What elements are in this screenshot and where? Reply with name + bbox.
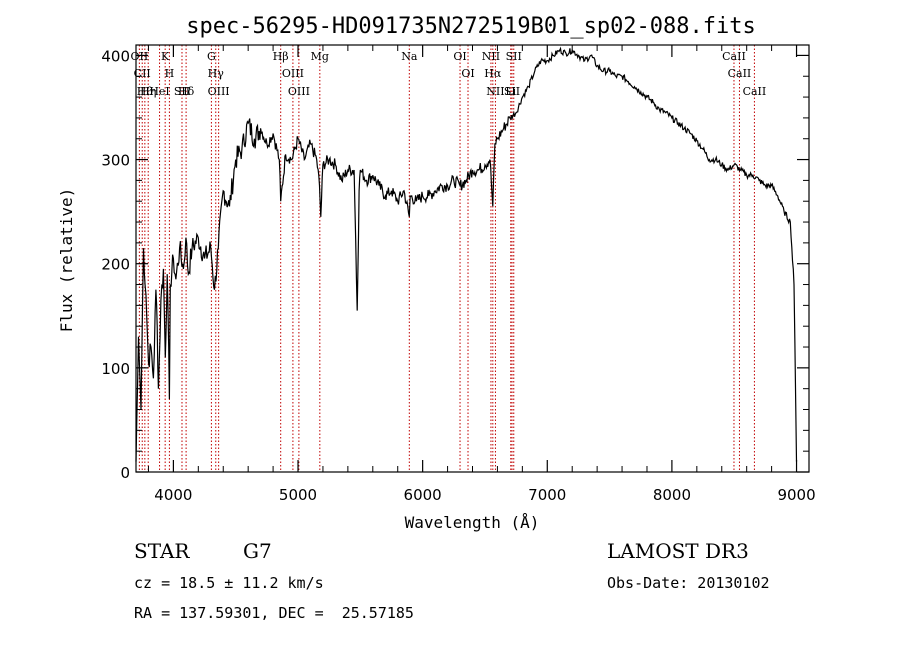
line-label: CaII (728, 67, 752, 80)
y-tick-label: 0 (120, 464, 130, 482)
object-type: STAR (134, 539, 190, 563)
spectrum-line (135, 46, 798, 462)
line-label: CII (134, 67, 151, 80)
line-label: SII (504, 85, 520, 98)
line-label: OI (453, 50, 466, 63)
x-tick-label: 4000 (154, 486, 192, 504)
line-label: Mg (311, 50, 329, 63)
line-label: Hθ (137, 85, 154, 98)
line-label: SII (506, 50, 522, 63)
redshift-value: cz = 18.5 ± 11.2 km/s (134, 574, 324, 592)
chart-title: spec-56295-HD091735N272519B01_sp02-088.f… (186, 14, 756, 39)
line-label: SII (174, 85, 190, 98)
line-label: Hα (484, 67, 502, 80)
line-label: Hβ (273, 50, 289, 63)
line-label: CaII (722, 50, 746, 63)
y-tick-label: 400 (101, 47, 130, 65)
line-label: OIII (288, 85, 310, 98)
coordinates: RA = 137.59301, DEC = 25.57185 (134, 604, 414, 622)
line-label: OIII (282, 67, 304, 80)
x-tick-label: 8000 (653, 486, 691, 504)
line-label: OII (131, 50, 149, 63)
x-tick-label: 6000 (404, 486, 442, 504)
y-tick-label: 100 (101, 360, 130, 378)
line-label: NII (482, 50, 500, 63)
survey-name: LAMOST DR3 (607, 539, 749, 563)
y-tick-label: 200 (101, 256, 130, 274)
line-label: Hη (140, 85, 156, 98)
line-label: Li (505, 85, 516, 98)
x-tick-label: 9000 (777, 486, 815, 504)
line-label: HeI (149, 85, 169, 98)
y-axis-label: Flux (relative) (57, 188, 76, 333)
line-label: Hδ (178, 85, 195, 98)
line-label: CaII (743, 85, 767, 98)
subclass: G7 (243, 539, 272, 563)
spectral-line-markers (138, 45, 755, 472)
x-tick-label: 7000 (528, 486, 566, 504)
y-tick-label: 300 (101, 152, 130, 170)
line-label: OI (461, 67, 474, 80)
line-label: H (165, 67, 175, 80)
line-label: K (161, 50, 170, 63)
y-axis: 0 100 200 300 400 (101, 47, 809, 482)
x-tick-label: 5000 (279, 486, 317, 504)
line-label: OIII (208, 85, 230, 98)
line-label: G (207, 50, 216, 63)
x-axis: 4000 5000 6000 7000 8000 9000 (147, 45, 816, 504)
line-label: Hγ (208, 67, 225, 80)
line-label: Na (401, 50, 418, 63)
x-axis-label: Wavelength (Å) (405, 513, 540, 532)
observation-date: Obs-Date: 20130102 (607, 574, 770, 592)
line-label: NII (486, 85, 504, 98)
plot-frame (135, 44, 810, 473)
